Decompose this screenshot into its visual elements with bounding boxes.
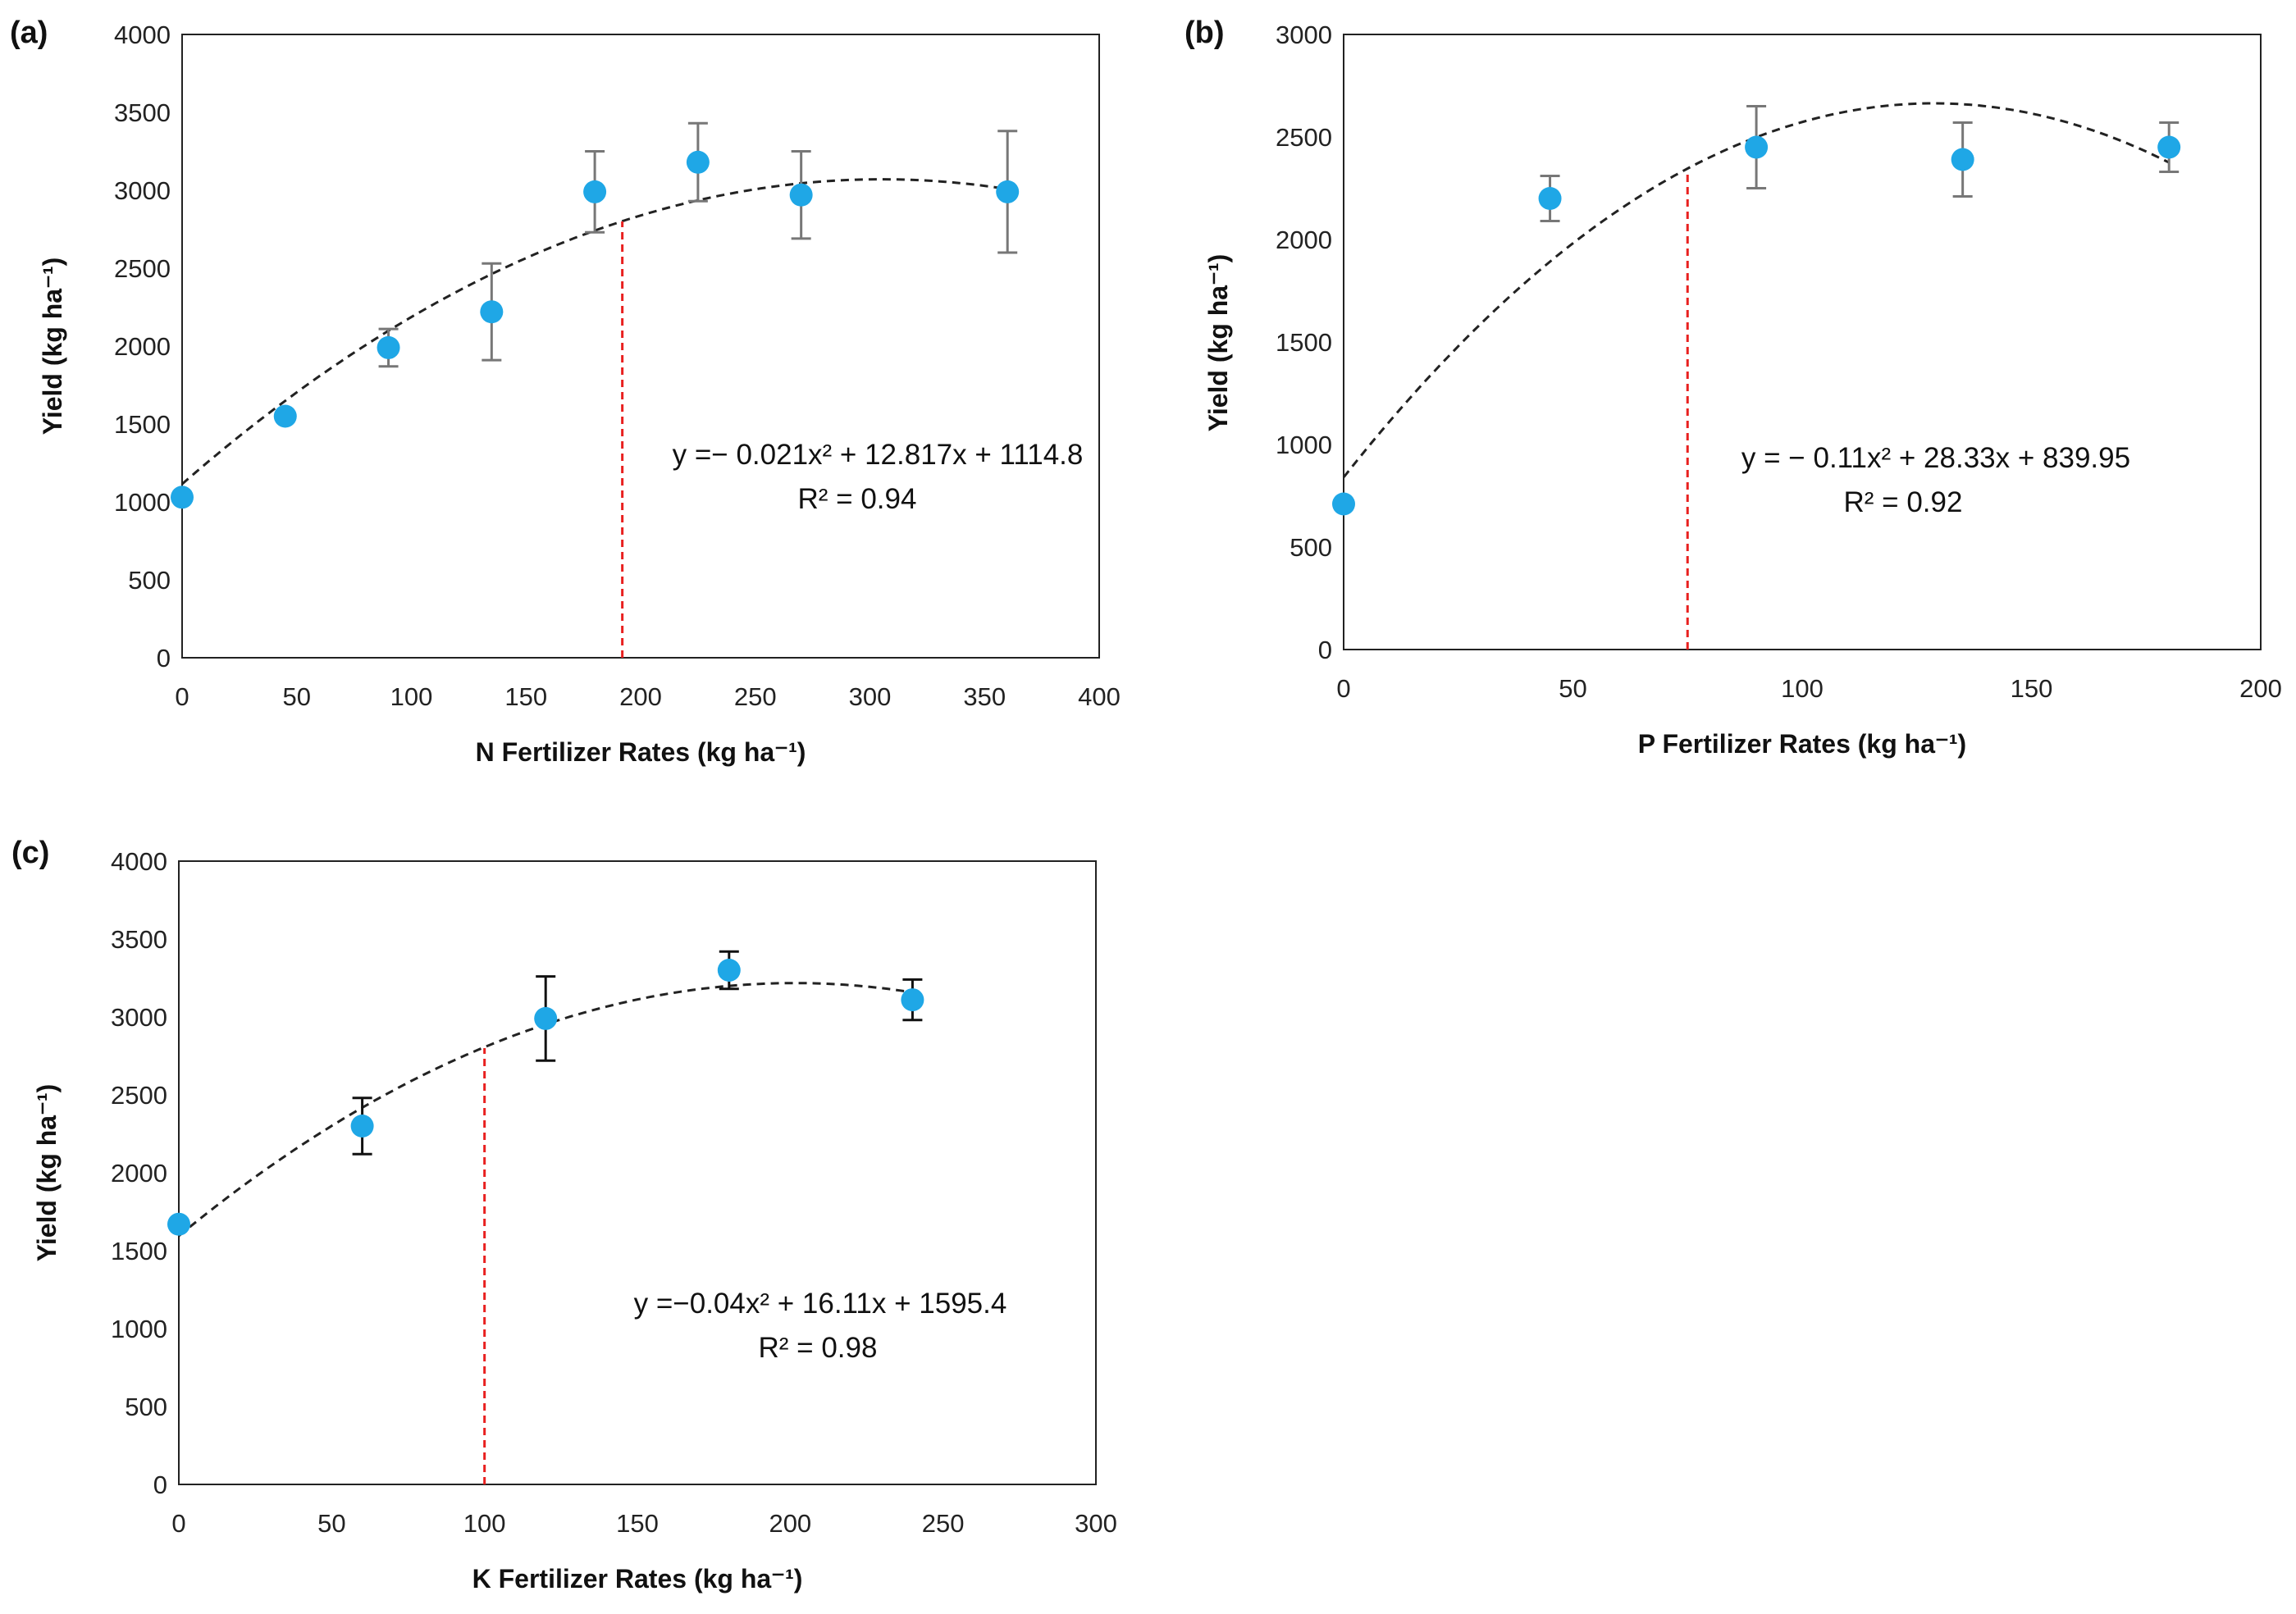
equation-label: y =− 0.021x² + 12.817x + 1114.8	[673, 439, 1084, 471]
data-point	[583, 180, 607, 203]
x-tick-label: 150	[616, 1509, 659, 1538]
data-point	[350, 1115, 374, 1138]
chart-a-svg: (a) 0 500 1000 1500 2000 2500 3000 3500 4000 0 50…	[10, 16, 1121, 767]
y-tick-label: 3000	[1276, 21, 1332, 49]
y-axis-title: Yield (kg ha⁻¹)	[1203, 254, 1233, 432]
r-squared-label: R² = 0.94	[798, 483, 917, 515]
x-tick-label: 50	[1559, 674, 1586, 703]
r-squared-label: R² = 0.92	[1844, 486, 1963, 518]
y-tick-label: 1000	[111, 1315, 167, 1343]
data-point	[717, 959, 741, 982]
x-tick-label: 0	[171, 1509, 185, 1538]
x-tick-label: 350	[963, 682, 1006, 711]
y-tick-label: 2000	[114, 332, 171, 361]
data-point	[789, 183, 813, 207]
data-point	[480, 300, 504, 324]
x-tick-label: 50	[317, 1509, 345, 1538]
y-tick-label: 3500	[114, 98, 171, 127]
y-axis-title: Yield (kg ha⁻¹)	[32, 1084, 62, 1262]
data-point	[273, 404, 297, 428]
x-axis-title: N Fertilizer Rates (kg ha⁻¹)	[476, 737, 806, 767]
x-tick-label: 0	[1336, 674, 1350, 703]
x-tick-label: 200	[2239, 674, 2282, 703]
y-tick-label: 2500	[114, 254, 171, 283]
data-point	[2157, 135, 2181, 159]
panel-label: (c)	[11, 836, 49, 870]
y-tick-label: 0	[153, 1470, 167, 1499]
data-point	[534, 1006, 558, 1030]
data-point	[1745, 135, 1769, 159]
y-tick-label: 1500	[114, 410, 171, 439]
y-tick-label: 0	[1318, 636, 1332, 664]
x-tick-label: 0	[175, 682, 189, 711]
data-point	[1951, 148, 1974, 171]
x-tick-label: 50	[283, 682, 311, 711]
x-tick-label: 250	[922, 1509, 965, 1538]
panel-label: (b)	[1185, 16, 1225, 50]
y-tick-label: 2500	[1276, 123, 1332, 152]
y-tick-label: 3000	[111, 1003, 167, 1032]
y-axis-title: Yield (kg ha⁻¹)	[38, 258, 67, 435]
plot-area-frame	[181, 34, 1100, 659]
chart-c-svg: (c) 0 500 1000 1500 2000 2500 3000 3500 4000 0 50…	[11, 836, 1117, 1593]
y-tick-label: 3500	[111, 925, 167, 954]
y-tick-label: 2000	[1276, 226, 1332, 254]
x-tick-label: 200	[619, 682, 662, 711]
trend-line	[181, 178, 1008, 486]
y-tick-label: 3000	[114, 176, 171, 205]
y-tick-label: 500	[125, 1393, 167, 1421]
x-tick-label: 250	[734, 682, 777, 711]
r-squared-label: R² = 0.98	[759, 1332, 878, 1364]
y-tick-label: 500	[1290, 533, 1332, 562]
y-tick-label: 0	[157, 644, 171, 672]
x-tick-label: 200	[769, 1509, 811, 1538]
equation-label: y =−0.04x² + 16.11x + 1595.4	[634, 1288, 1007, 1320]
y-tick-label: 2500	[111, 1081, 167, 1110]
x-tick-label: 150	[504, 682, 547, 711]
data-point	[996, 180, 1020, 203]
data-point	[377, 335, 400, 359]
y-tick-label: 1500	[1276, 328, 1332, 357]
data-point	[167, 1212, 190, 1236]
y-tick-label: 4000	[111, 847, 167, 876]
y-tick-label: 1000	[1276, 431, 1332, 459]
data-point	[901, 988, 924, 1012]
plot-area-frame	[1343, 34, 2262, 650]
plot-area-frame	[178, 860, 1097, 1485]
chart-panel-b: (b) 0 500 1000 1500 2000 2500 3000 0 50 100 150 20…	[1165, 0, 2296, 787]
x-tick-label: 400	[1078, 682, 1121, 711]
data-point	[171, 486, 194, 509]
y-tick-label: 4000	[114, 21, 171, 49]
y-tick-label: 1500	[111, 1237, 167, 1265]
data-point	[686, 150, 710, 174]
x-tick-label: 100	[463, 1509, 506, 1538]
x-tick-label: 150	[2011, 674, 2053, 703]
data-point	[1332, 492, 1355, 516]
x-tick-label: 300	[1075, 1509, 1117, 1538]
chart-panel-a: (a) 0 500 1000 1500 2000 2500 3000 3500 4000 0 50…	[0, 0, 1165, 787]
y-tick-label: 1000	[114, 488, 171, 517]
x-tick-label: 100	[1781, 674, 1824, 703]
y-tick-label: 2000	[111, 1159, 167, 1188]
equation-label: y = − 0.11x² + 28.33x + 839.95	[1741, 442, 2130, 474]
x-axis-title: P Fertilizer Rates (kg ha⁻¹)	[1638, 729, 1966, 759]
panel-label: (a)	[10, 16, 48, 50]
y-tick-label: 500	[128, 566, 171, 595]
x-tick-label: 100	[390, 682, 433, 711]
x-axis-title: K Fertilizer Rates (kg ha⁻¹)	[472, 1564, 803, 1593]
data-point	[1538, 187, 1562, 210]
chart-panel-c: (c) 0 500 1000 1500 2000 2500 3000 3500 4000 0 50…	[0, 812, 1165, 1614]
x-tick-label: 300	[849, 682, 892, 711]
chart-b-svg: (b) 0 500 1000 1500 2000 2500 3000 0 50 100 150 20…	[1185, 16, 2282, 759]
